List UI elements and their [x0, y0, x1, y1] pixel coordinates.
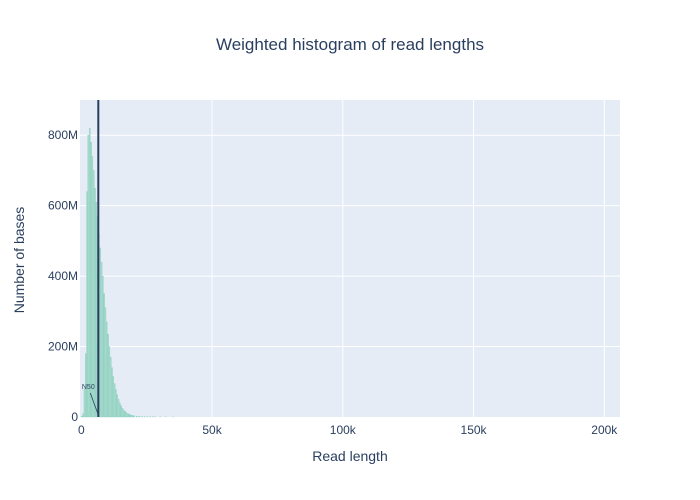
histogram-bar — [92, 170, 95, 418]
histogram-bar — [138, 416, 141, 418]
histogram-bar — [104, 307, 107, 418]
histogram-bar — [112, 376, 114, 418]
histogram-bar — [128, 414, 130, 418]
x-tick-label: 0 — [78, 423, 85, 437]
histogram-bar — [125, 412, 128, 418]
y-tick-label: 400M — [48, 269, 78, 283]
y-tick-label: 200M — [48, 340, 78, 354]
histogram-bar — [107, 334, 109, 418]
y-axis-title: Number of bases — [11, 207, 27, 314]
histogram-bar — [95, 201, 97, 418]
histogram-bar — [119, 402, 121, 418]
histogram-bar — [90, 142, 92, 418]
histogram-bar — [89, 128, 91, 418]
histogram-bars — [81, 128, 175, 418]
histogram-bar — [83, 388, 86, 418]
y-tick-label: 0 — [71, 410, 78, 424]
histogram-bar — [117, 399, 120, 418]
x-tick-label: 150k — [461, 423, 488, 437]
histogram-bar — [122, 409, 125, 418]
histogram-bar — [82, 413, 84, 418]
gridlines — [80, 100, 620, 417]
x-tick-label: 200k — [591, 423, 618, 437]
histogram-bar — [94, 187, 96, 418]
histogram-bar — [106, 321, 108, 418]
histogram-bar — [120, 405, 122, 418]
histogram-bar — [87, 135, 90, 418]
histogram-bar — [111, 367, 113, 418]
x-tick-label: 50k — [202, 423, 222, 437]
y-tick-label: 800M — [48, 128, 78, 142]
x-axis-ticks: 0 50k 100k 150k 200k — [78, 423, 618, 437]
histogram-bar — [124, 411, 126, 418]
histogram-bar — [141, 416, 143, 418]
histogram-bar — [103, 293, 105, 418]
histogram-bar — [116, 394, 118, 418]
x-axis-title: Read length — [312, 448, 388, 464]
histogram-bar — [91, 156, 94, 418]
x-tick-label: 100k — [330, 423, 357, 437]
histogram-bar — [132, 415, 134, 418]
histogram-bar — [113, 383, 116, 418]
n50-marker: N50 — [82, 100, 100, 417]
histogram-bar — [99, 247, 101, 418]
histogram-bar — [115, 389, 117, 418]
histogram-bar — [109, 356, 112, 418]
chart-title: Weighted histogram of read lengths — [216, 35, 484, 54]
y-axis-ticks: 0 200M 400M 600M 800M — [48, 128, 78, 424]
plot-area — [80, 100, 620, 417]
histogram-bar — [121, 408, 124, 418]
histogram-bar — [100, 261, 103, 418]
histogram-bar — [136, 415, 138, 418]
histogram-bar — [81, 416, 83, 418]
histogram-bar — [102, 275, 104, 418]
histogram-bar — [108, 346, 111, 418]
n50-label: N50 — [82, 384, 95, 391]
n50-arrow — [89, 392, 99, 416]
y-tick-label: 600M — [48, 199, 78, 213]
histogram-bar — [130, 415, 133, 418]
histogram-bar — [126, 413, 129, 418]
histogram-bar — [129, 414, 131, 418]
histogram-bar — [133, 415, 135, 418]
